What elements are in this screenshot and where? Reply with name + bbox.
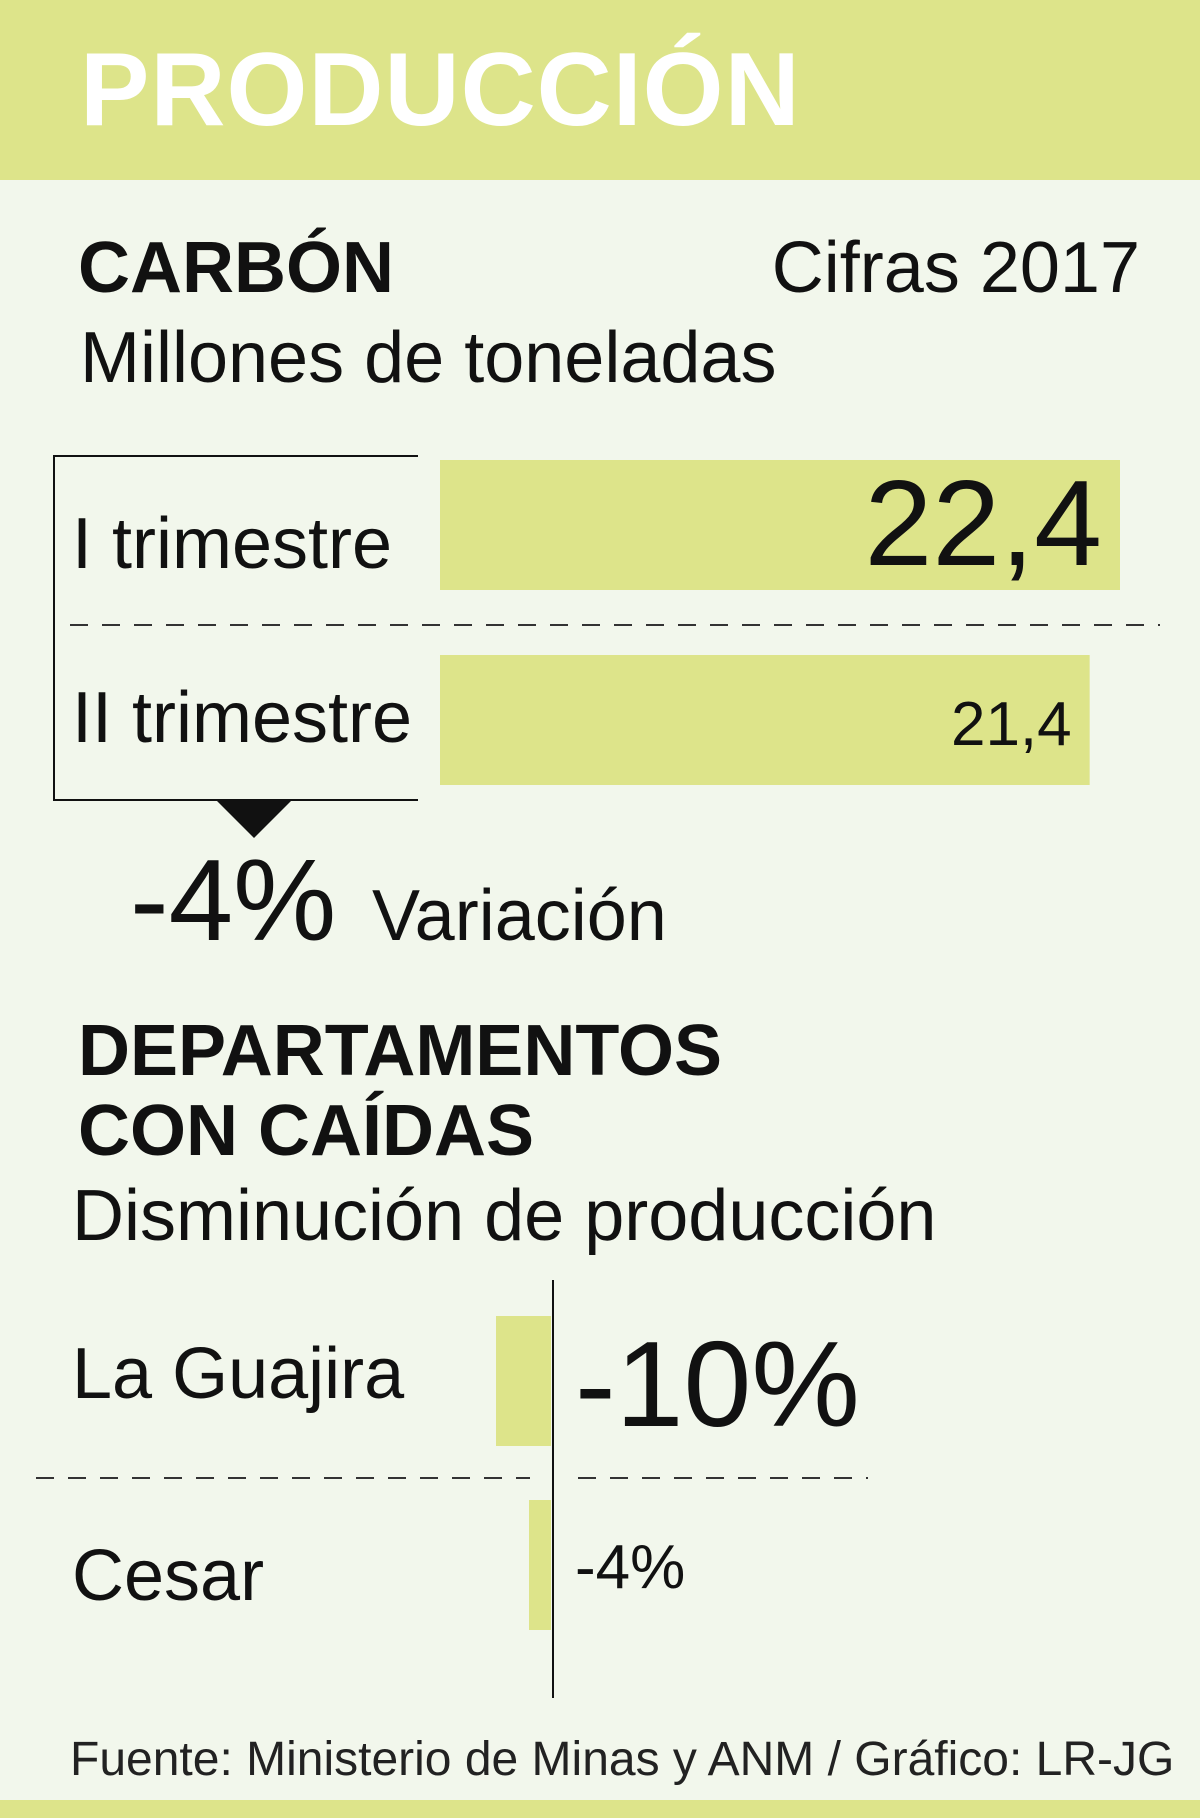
departments-subtitle: Disminución de producción [72,1176,937,1256]
header-band [0,0,1200,180]
value-label: 22,4 [865,455,1102,591]
department-value-label: -4% [575,1533,685,1602]
department-bar [496,1316,551,1446]
variation-arrow-icon [216,800,292,838]
variation-label: Variación [372,876,667,956]
departments-title-line2: CON CAÍDAS [78,1091,535,1171]
departments-title-line1: DEPARTAMENTOS [78,1011,723,1091]
department-value-label: -10% [575,1316,860,1452]
year-note: Cifras 2017 [771,228,1140,308]
coal-chart-title: CARBÓN [78,228,394,308]
department-label: Cesar [72,1536,264,1616]
departments-bar-chart: La Guajira -10% Cesar -4% [36,1280,868,1698]
coal-bar-chart: I trimestre 22,4 II trimestre 21,4 -4% Variac… [53,455,1160,960]
page-title: PRODUCCIÓN [80,32,801,148]
value-label: 21,4 [951,690,1072,759]
department-bar [529,1500,551,1630]
category-label: I trimestre [72,504,392,584]
variation-value: -4% [130,835,336,960]
coal-bar [440,460,1120,590]
source-footer: Fuente: Ministerio de Minas y ANM / Gráf… [70,1733,1175,1786]
coal-bar [440,655,1090,785]
coal-chart-subtitle: Millones de toneladas [80,318,777,398]
bottom-band [0,1800,1200,1818]
category-label: II trimestre [72,678,412,758]
department-label: La Guajira [72,1334,405,1414]
